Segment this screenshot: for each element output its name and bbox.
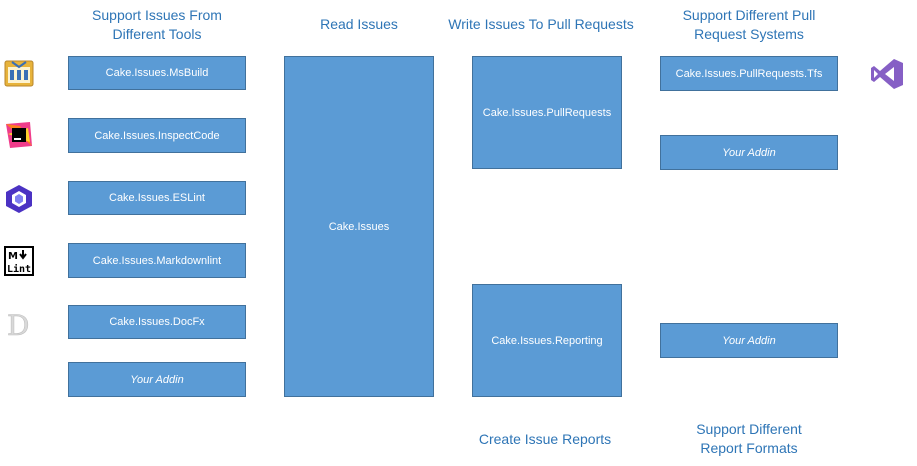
report-format-box-your-addin[interactable]: Your Addin [660,323,838,358]
pr-system-label: Your Addin [722,146,776,159]
header-pr-systems: Support Different Pull Request Systems [682,7,816,42]
header-write-issues: Write Issues To Pull Requests [448,16,634,32]
tool-box-markdownlint[interactable]: Cake.Issues.Markdownlint [68,243,246,278]
eslint-icon [6,185,32,213]
markdownlint-icon: M Lint [4,246,34,276]
svg-text:D: D [7,309,29,339]
core-box-cake-issues[interactable]: Cake.Issues [284,56,434,397]
pull-requests-box[interactable]: Cake.Issues.PullRequests [472,56,622,169]
core-label: Cake.Issues [328,220,390,233]
tool-label: Cake.Issues.MsBuild [105,67,209,79]
tool-label: Cake.Issues.DocFx [109,316,205,328]
visual-studio-icon [871,59,903,89]
tool-label: Your Addin [130,373,184,386]
tool-label: Cake.Issues.ESLint [109,192,205,204]
header-tools: Support Issues From Different Tools [92,7,222,42]
tool-box-inspectcode[interactable]: Cake.Issues.InspectCode [68,118,246,153]
tool-box-your-addin[interactable]: Your Addin [68,362,246,397]
svg-text:M: M [8,251,18,262]
jetbrains-icon [6,122,32,148]
svg-text:Lint: Lint [7,263,31,275]
docfx-icon: D [7,309,30,339]
report-format-label: Your Addin [722,334,776,347]
reporting-label: Cake.Issues.Reporting [491,334,603,347]
header-report-formats: Support Different Report Formats [696,421,802,456]
pull-requests-label: Cake.Issues.PullRequests [482,106,612,119]
pr-system-box-tfs[interactable]: Cake.Issues.PullRequests.Tfs [660,56,838,91]
pr-system-label: Cake.Issues.PullRequests.Tfs [675,67,823,80]
tool-box-docfx[interactable]: Cake.Issues.DocFx [68,305,246,339]
tool-box-eslint[interactable]: Cake.Issues.ESLint [68,181,246,215]
reporting-box[interactable]: Cake.Issues.Reporting [472,284,622,397]
header-create-reports: Create Issue Reports [478,431,612,447]
tool-label: Cake.Issues.Markdownlint [92,254,222,267]
tool-label: Cake.Issues.InspectCode [94,129,220,142]
header-read-issues: Read Issues [320,16,398,32]
tool-box-msbuild[interactable]: Cake.Issues.MsBuild [68,56,246,90]
pr-system-box-your-addin[interactable]: Your Addin [660,135,838,170]
msbuild-icon [4,60,34,87]
